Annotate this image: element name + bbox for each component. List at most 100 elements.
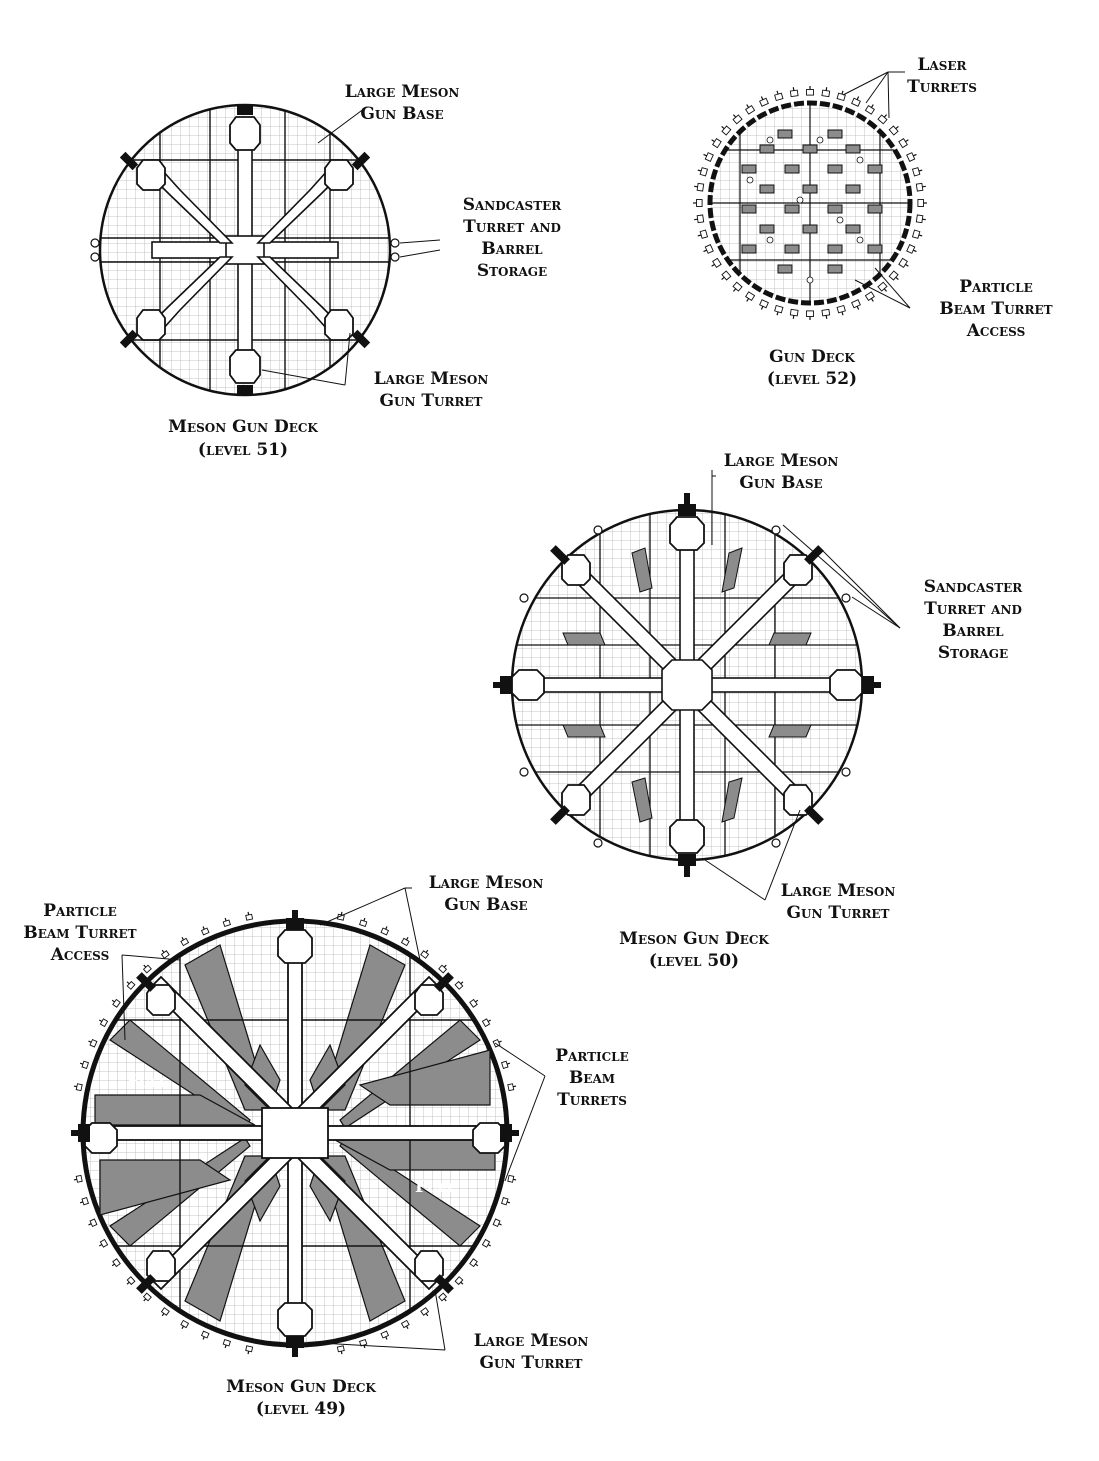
label-49-pbaccess-1: Particle [43, 901, 117, 921]
label-51-turret-2: Gun Turret [379, 391, 482, 411]
label-49-pbturrets-2: Beam [569, 1068, 615, 1088]
turret-mount [200, 1330, 210, 1340]
deck-level-51 [90, 103, 441, 397]
turret-mount [492, 1218, 502, 1228]
turret-mount [380, 1330, 390, 1340]
turret-mount [789, 87, 799, 98]
label-52-laser-2: Turrets [907, 77, 977, 97]
deck-49-central-room [261, 1107, 329, 1159]
turret-mount [438, 1292, 448, 1302]
label-50-sandcaster-1: Sandcaster [924, 577, 1024, 597]
label-49-pbaccess-2: Beam Turret [23, 923, 136, 943]
deck-51-gun-bases [136, 116, 354, 384]
turret-mount [507, 1174, 517, 1183]
label-51-sandcaster-3: Barrel [481, 239, 543, 259]
turret-mount [774, 90, 784, 102]
deck-50-sandcasters [519, 525, 851, 848]
turret-mount [732, 281, 743, 292]
turret-mount [111, 1258, 121, 1268]
turret-mount [759, 96, 769, 107]
turret-mount [821, 87, 831, 98]
turret-mount [888, 270, 899, 281]
label-51-sandcaster-2: Turret and [463, 217, 561, 237]
deck-51-sandcasters [90, 238, 400, 262]
turret-mount [380, 926, 390, 936]
label-50-gun-base-2: Gun Base [739, 473, 822, 493]
turret-mount [864, 104, 875, 115]
caption-51-title: Meson Gun Deck [168, 417, 318, 437]
turret-mount [851, 299, 861, 310]
turret-mount [454, 980, 464, 990]
turret-mount [821, 308, 831, 319]
turret-mount [454, 1276, 464, 1286]
turret-mount [359, 917, 368, 928]
turret-mount [906, 244, 917, 254]
turret-mount [745, 291, 756, 302]
label-49-turret-2: Gun Turret [479, 1353, 582, 1373]
turret-mount [438, 964, 448, 974]
caption-49-level: (level 49) [256, 1399, 346, 1419]
turret-mount [142, 964, 152, 974]
turret-mount [400, 1319, 410, 1329]
deck-49-turrets [71, 910, 519, 1357]
turret-mount [694, 182, 705, 192]
turret-mount [721, 270, 732, 281]
gun-base [324, 309, 354, 341]
turret-mount [888, 125, 899, 136]
turret-mount [697, 229, 709, 239]
turret-mount [806, 310, 814, 320]
turret-mount [336, 1345, 345, 1355]
turret-mount [877, 281, 888, 292]
label-51-turret-1: Large Meson [374, 369, 489, 389]
turret-mount [915, 214, 926, 224]
label-52-laser-1: Laser [917, 55, 967, 75]
turret-mount [180, 1319, 190, 1329]
gun-base [277, 929, 313, 964]
turret-mount [836, 304, 846, 316]
turret-mount [774, 304, 784, 316]
label-51-sandcaster-1: Sandcaster [463, 195, 563, 215]
turret-mount [222, 1338, 231, 1349]
turret-mount [745, 104, 756, 115]
gun-base [829, 669, 863, 701]
turret-mount [111, 998, 121, 1008]
label-49-turret-1: Large Meson [474, 1331, 589, 1351]
label-50-sandcaster-4: Storage [938, 643, 1008, 663]
turret-mount [693, 199, 703, 207]
turret-mount [864, 291, 875, 302]
gun-base [277, 1302, 313, 1337]
turret-mount [469, 998, 479, 1008]
turret-mount [711, 138, 722, 149]
label-49-pbturrets-1: Particle [555, 1046, 629, 1066]
deck-49-gun-bases [84, 929, 506, 1337]
turret-mount [492, 1038, 502, 1048]
deck-50-central-room [661, 659, 713, 711]
turret-mount [73, 1083, 83, 1092]
fuel-label-left: Fuel [127, 1072, 168, 1092]
turret-mount [911, 229, 923, 239]
deck-level-50 [493, 470, 901, 901]
label-52-pbaccess-1: Particle [959, 277, 1033, 297]
deck-level-49: Fuel Fuel [71, 887, 546, 1357]
turret-mount [759, 299, 769, 310]
gun-base [229, 349, 261, 384]
turret-mount [898, 138, 909, 149]
gun-base [669, 819, 705, 854]
turret-mount [160, 949, 170, 959]
gun-base [136, 309, 166, 341]
gun-base [669, 516, 705, 551]
turret-mount [160, 1307, 170, 1317]
turret-mount [88, 1038, 98, 1048]
turret-mount [915, 182, 926, 192]
gun-base [561, 784, 591, 816]
label-52-pbaccess-2: Beam Turret [939, 299, 1052, 319]
turret-mount [836, 90, 846, 102]
gun-base [146, 984, 176, 1016]
label-50-turret-2: Gun Turret [786, 903, 889, 923]
label-51-gun-base-1: Large Meson [345, 82, 460, 102]
turret-mount [79, 1197, 90, 1206]
caption-52-level: (level 52) [767, 369, 857, 389]
turret-mount [245, 1345, 254, 1355]
label-50-sandcaster-3: Barrel [942, 621, 1004, 641]
